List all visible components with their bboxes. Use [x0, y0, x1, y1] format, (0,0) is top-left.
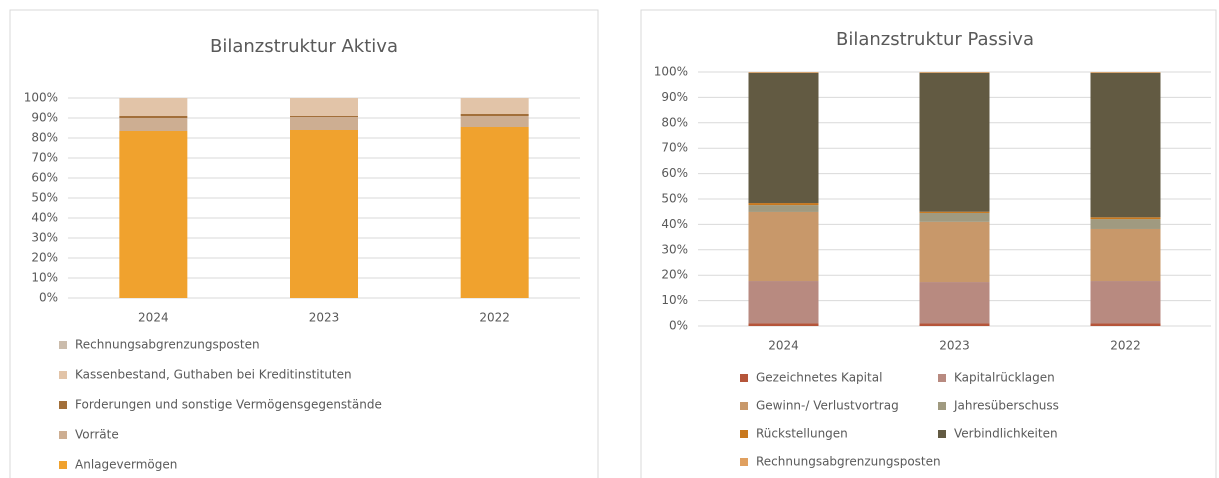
bar-segment: [1090, 323, 1161, 326]
legend-swatch: [740, 430, 748, 438]
legend-swatch: [740, 402, 748, 410]
legend-label: Vorräte: [75, 428, 119, 442]
bar-segment: [460, 114, 529, 116]
bar-segment: [919, 323, 990, 326]
y-tick-label: 40%: [31, 211, 58, 225]
y-tick-label: 90%: [31, 111, 58, 125]
bar-segment: [290, 98, 358, 116]
bar-segment: [119, 118, 188, 131]
legend-swatch: [938, 374, 946, 382]
y-tick-label: 0%: [669, 319, 688, 333]
bar-segment: [748, 72, 819, 204]
legend-swatch: [740, 458, 748, 466]
x-tick-label: 2022: [479, 311, 510, 325]
legend-label: Verbindlichkeiten: [954, 427, 1058, 441]
bar-segment: [1090, 72, 1161, 73]
bar-segment: [460, 98, 529, 114]
bar-segment: [119, 131, 188, 298]
y-tick-label: 20%: [661, 268, 688, 282]
y-tick-label: 20%: [31, 251, 58, 265]
bar-segment: [919, 282, 990, 324]
bar-segment: [748, 211, 819, 282]
bar-segment: [1090, 72, 1161, 218]
y-tick-label: 100%: [24, 91, 58, 105]
y-tick-label: 10%: [31, 271, 58, 285]
y-tick-label: 50%: [661, 192, 688, 206]
legend-swatch: [59, 371, 67, 379]
legend-label: Gewinn-/ Verlustvortrag: [756, 399, 899, 413]
legend-swatch: [938, 402, 946, 410]
chart-title: Bilanzstruktur Passiva: [836, 29, 1034, 50]
bar-segment: [919, 221, 990, 283]
y-tick-label: 100%: [654, 65, 688, 79]
y-tick-label: 40%: [661, 217, 688, 231]
y-tick-label: 80%: [661, 115, 688, 129]
legend-swatch: [59, 341, 67, 349]
bar-segment: [1090, 228, 1161, 282]
bar-segment: [119, 116, 188, 118]
y-tick-label: 60%: [661, 166, 688, 180]
x-tick-label: 2023: [309, 311, 340, 325]
legend-swatch: [59, 461, 67, 469]
y-tick-label: 30%: [31, 231, 58, 245]
bar-segment: [919, 211, 990, 213]
bar-segment: [460, 116, 529, 127]
y-tick-label: 70%: [31, 151, 58, 165]
bar-segment: [919, 72, 990, 212]
bar-segment: [460, 127, 529, 298]
bar-segment: [748, 72, 819, 73]
bar-segment: [919, 72, 990, 73]
x-tick-label: 2023: [939, 339, 970, 353]
bar-segment: [290, 117, 358, 130]
bar-segment: [748, 323, 819, 326]
bar-segment: [748, 205, 819, 212]
bar-segment: [748, 203, 819, 206]
legend-label: Jahresüberschuss: [953, 399, 1059, 413]
bar-segment: [290, 116, 358, 117]
chart-title: Bilanzstruktur Aktiva: [210, 36, 398, 57]
bar-segment: [1090, 217, 1161, 220]
legend-label: Kapitalrücklagen: [954, 371, 1055, 385]
y-tick-label: 80%: [31, 131, 58, 145]
bar-segment: [1090, 219, 1161, 229]
legend-label: Anlagevermögen: [75, 458, 177, 472]
y-tick-label: 60%: [31, 171, 58, 185]
y-tick-label: 90%: [661, 90, 688, 104]
y-tick-label: 30%: [661, 242, 688, 256]
bar-segment: [1090, 281, 1161, 324]
bar-segment: [919, 212, 990, 222]
y-tick-label: 0%: [39, 291, 58, 305]
legend-label: Rechnungsabgrenzungsposten: [75, 338, 260, 352]
bar-segment: [290, 130, 358, 298]
legend-swatch: [740, 374, 748, 382]
x-tick-label: 2022: [1110, 339, 1141, 353]
legend-label: Forderungen und sonstige Vermögensgegens…: [75, 398, 382, 412]
legend-label: Gezeichnetes Kapital: [756, 371, 882, 385]
x-tick-label: 2024: [768, 339, 799, 353]
bar-segment: [748, 281, 819, 324]
y-tick-label: 70%: [661, 141, 688, 155]
x-tick-label: 2024: [138, 311, 169, 325]
y-tick-label: 50%: [31, 191, 58, 205]
y-tick-label: 10%: [661, 293, 688, 307]
legend-label: Rückstellungen: [756, 427, 848, 441]
bar-segment: [119, 98, 188, 116]
legend-swatch: [59, 431, 67, 439]
legend-label: Rechnungsabgrenzungsposten: [756, 455, 941, 469]
legend-swatch: [938, 430, 946, 438]
legend-label: Kassenbestand, Guthaben bei Kreditinstit…: [75, 368, 352, 382]
legend-swatch: [59, 401, 67, 409]
